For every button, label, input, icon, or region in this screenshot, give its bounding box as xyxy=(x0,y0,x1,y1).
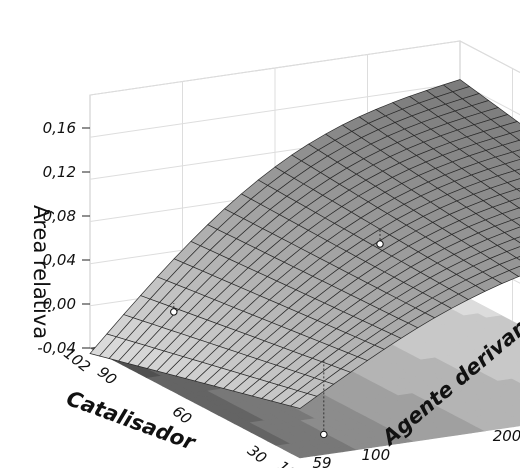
z-axis-title: Área relativa xyxy=(29,205,54,339)
x-tick-label: 30 xyxy=(244,441,270,467)
floor-cell xyxy=(510,414,520,421)
x-tick-label: 18 xyxy=(274,457,300,468)
floor-cell xyxy=(511,339,520,345)
z-tick-label: 0,04 xyxy=(43,251,76,269)
floor-cell xyxy=(512,387,520,393)
z-tick-label: 0,12 xyxy=(43,163,76,181)
data-point-1 xyxy=(170,308,178,316)
surface-cell xyxy=(289,393,318,409)
data-point-3 xyxy=(320,430,328,439)
y-tick-label: 59 xyxy=(312,454,331,468)
z-tick-label: 0,00 xyxy=(43,295,76,313)
z-tick-label: 0,08 xyxy=(43,207,76,225)
floor-cell xyxy=(509,328,520,335)
x-tick-label: 90 xyxy=(94,363,120,389)
y-tick-label: 100 xyxy=(361,446,390,464)
response-surface xyxy=(89,79,520,409)
floor-cell xyxy=(509,366,520,373)
data-point-2 xyxy=(376,240,384,248)
z-tick-label: -0,04 xyxy=(37,339,76,357)
wall-gridline xyxy=(89,40,520,96)
y-tick-label: 200 xyxy=(493,427,520,445)
floor-cell xyxy=(504,382,520,390)
floor-cell xyxy=(510,376,520,383)
z-tick-label: 0,16 xyxy=(43,119,76,137)
tick-labels: 0,160,120,080,040,00-0,04102906030185910… xyxy=(37,119,520,468)
experimental-points xyxy=(170,229,384,439)
floor-cell xyxy=(513,349,520,355)
